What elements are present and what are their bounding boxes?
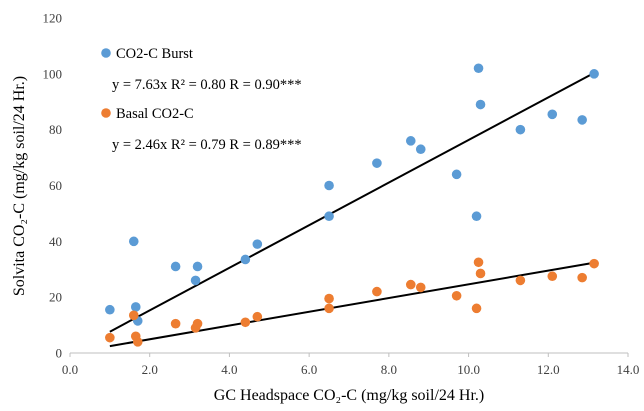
data-point-series-1 — [252, 311, 263, 322]
data-point-series-0 — [475, 99, 486, 110]
data-point-series-0 — [405, 136, 416, 146]
data-point-series-1 — [324, 303, 334, 314]
trendlines — [109, 70, 597, 348]
data-point-series-1 — [515, 275, 526, 286]
data-point-series-1 — [405, 279, 416, 290]
x-tick-label: 8.0 — [381, 362, 397, 377]
data-points — [105, 63, 599, 347]
y-tick-label: 0 — [56, 346, 63, 361]
legend: CO2-C Burst y = 7.63x R² = 0.80 R = 0.90*… — [101, 46, 302, 153]
data-point-series-0 — [128, 236, 139, 247]
y-tick-label: 120 — [43, 11, 63, 26]
data-point-series-1 — [547, 271, 558, 282]
y-tick-label: 80 — [49, 122, 62, 137]
y-tick-label: 20 — [49, 290, 62, 305]
axes: 0.0 2.0 4.0 6.0 8.0 10.0 12.0 14.0 0 20 40 60 80 100 1… — [43, 11, 640, 378]
data-point-series-0 — [415, 144, 426, 155]
data-point-series-1 — [473, 257, 484, 268]
data-point-series-1 — [415, 282, 426, 293]
data-point-series-0 — [324, 211, 334, 222]
legend-label: Basal CO2-C — [116, 106, 194, 122]
data-point-series-0 — [105, 304, 115, 315]
data-point-series-1 — [589, 258, 599, 269]
x-tick-label: 6.0 — [301, 362, 317, 377]
regression-equation: y = 2.46x R² = 0.79 R = 0.89*** — [112, 137, 302, 153]
data-point-series-0 — [130, 302, 141, 312]
x-tick-label: 4.0 — [221, 362, 237, 377]
data-point-series-0 — [240, 254, 251, 265]
data-point-series-0 — [324, 180, 334, 191]
data-point-series-1 — [170, 318, 181, 329]
data-point-series-0 — [577, 115, 587, 125]
data-point-series-1 — [471, 303, 482, 314]
trendline-series-1 — [109, 261, 597, 348]
data-point-series-0 — [451, 169, 462, 180]
data-point-series-0 — [515, 124, 526, 135]
data-point-series-1 — [132, 337, 143, 347]
data-point-series-0 — [190, 275, 201, 286]
data-point-series-1 — [451, 290, 462, 301]
x-tick-label: 10.0 — [457, 362, 480, 377]
data-point-series-1 — [577, 272, 587, 283]
y-tick-label: 60 — [49, 178, 62, 193]
x-tick-label: 2.0 — [142, 362, 158, 377]
data-point-series-0 — [252, 239, 263, 249]
y-tick-label: 40 — [49, 234, 62, 249]
regression-equation: y = 7.63x R² = 0.80 R = 0.90*** — [112, 77, 302, 93]
legend-marker — [101, 108, 111, 118]
x-tick-label: 0.0 — [62, 362, 78, 377]
x-tick-label: 14.0 — [617, 362, 640, 377]
data-point-series-0 — [192, 261, 203, 272]
data-point-series-0 — [372, 158, 382, 168]
data-point-series-0 — [547, 109, 558, 120]
data-point-series-1 — [128, 310, 139, 321]
y-tick-label: 100 — [43, 66, 63, 81]
data-point-series-1 — [105, 332, 115, 343]
data-point-series-0 — [589, 69, 599, 79]
data-point-series-0 — [473, 63, 484, 74]
y-axis-title: Solvita CO₂-C (mg/kg soil/24 Hr.) — [11, 76, 28, 296]
x-axis-title: GC Headspace CO₂-C (mg/kg soil/24 Hr.) — [214, 387, 484, 404]
legend-label: CO2-C Burst — [116, 46, 193, 62]
data-point-series-1 — [192, 318, 203, 329]
x-tick-label: 12.0 — [537, 362, 560, 377]
data-point-series-0 — [170, 261, 181, 272]
legend-marker — [101, 48, 111, 58]
trendline-series-0 — [109, 70, 597, 333]
data-point-series-1 — [475, 268, 486, 279]
data-point-series-1 — [240, 317, 251, 328]
data-point-series-0 — [471, 211, 482, 222]
data-point-series-1 — [372, 286, 382, 297]
data-point-series-1 — [324, 293, 334, 304]
